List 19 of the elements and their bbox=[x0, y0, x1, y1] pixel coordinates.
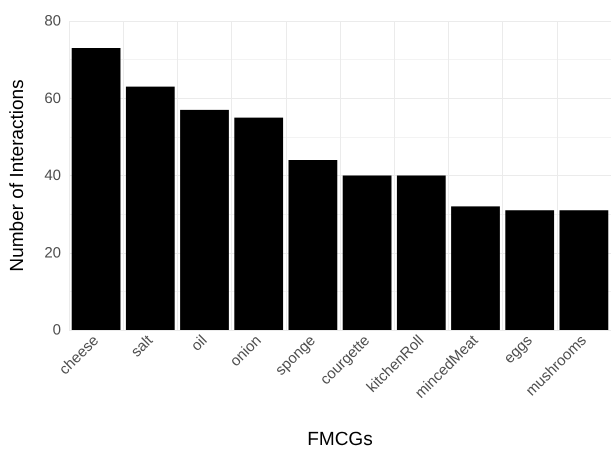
y-tick-label: 20 bbox=[44, 244, 61, 262]
bar bbox=[288, 160, 338, 330]
bar bbox=[126, 86, 175, 330]
bar bbox=[451, 206, 500, 330]
y-tick-label: 40 bbox=[44, 167, 61, 184]
y-tick-label: 80 bbox=[44, 12, 61, 30]
x-axis-title: FMCGs bbox=[307, 429, 373, 450]
bar bbox=[72, 48, 120, 330]
bar bbox=[234, 118, 284, 330]
x-tick-label: oil bbox=[188, 332, 211, 355]
bar bbox=[180, 110, 229, 330]
bar bbox=[396, 176, 446, 330]
x-tick-label: salt bbox=[128, 331, 157, 361]
y-tick-label: 60 bbox=[44, 90, 61, 107]
bar bbox=[342, 176, 392, 330]
bar bbox=[505, 210, 554, 330]
bar bbox=[560, 210, 608, 330]
y-axis-title: Number of Interactions bbox=[7, 79, 28, 272]
y-tick-label: 0 bbox=[52, 322, 61, 338]
